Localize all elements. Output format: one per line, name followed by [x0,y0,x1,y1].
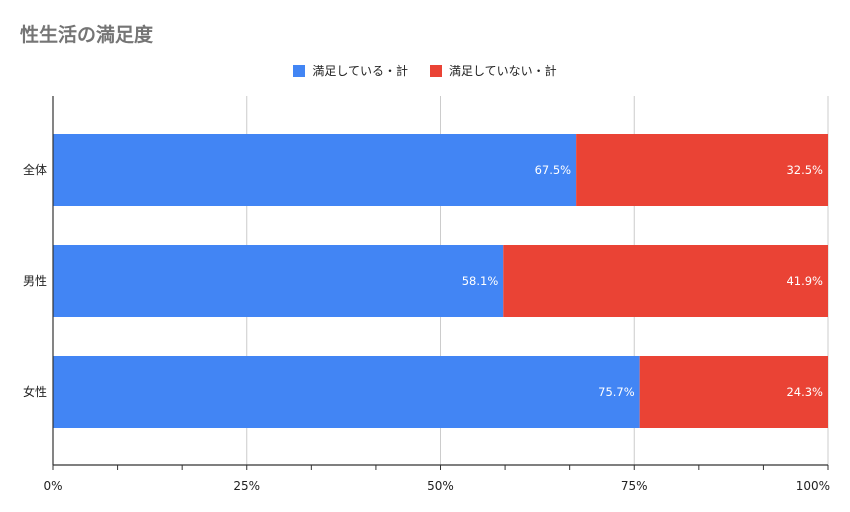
data-label: 67.5% [535,163,572,177]
data-label: 24.3% [786,385,823,399]
x-tick-label: 50% [427,479,454,493]
legend-label-satisfied: 満足している・計 [312,64,408,78]
data-label: 75.7% [598,385,635,399]
bar-segment [639,356,828,428]
legend: 満足している・計 満足していない・計 [0,62,850,79]
legend-swatch-satisfied [293,64,306,77]
legend-item-not-satisfied: 満足していない・計 [430,62,557,79]
category-label: 全体 [23,162,47,177]
bar-segment [576,134,828,206]
x-tick-label: 0% [43,479,62,493]
category-label: 女性 [23,384,47,399]
legend-item-satisfied: 満足している・計 [293,62,408,79]
x-tick-label: 75% [621,479,648,493]
chart-title: 性生活の満足度 [20,24,154,46]
category-label: 男性 [23,274,47,288]
data-label: 58.1% [462,274,499,288]
bar-segment [53,134,577,206]
bar-segment [53,356,640,428]
data-label: 32.5% [786,163,823,177]
data-label: 41.9% [786,274,823,288]
legend-label-not-satisfied: 満足していない・計 [449,64,557,78]
bar-segment [503,245,828,317]
x-tick-label: 100% [796,479,830,493]
legend-swatch-not-satisfied [430,64,442,77]
x-tick-label: 25% [233,479,260,493]
bar-segment [53,245,504,317]
